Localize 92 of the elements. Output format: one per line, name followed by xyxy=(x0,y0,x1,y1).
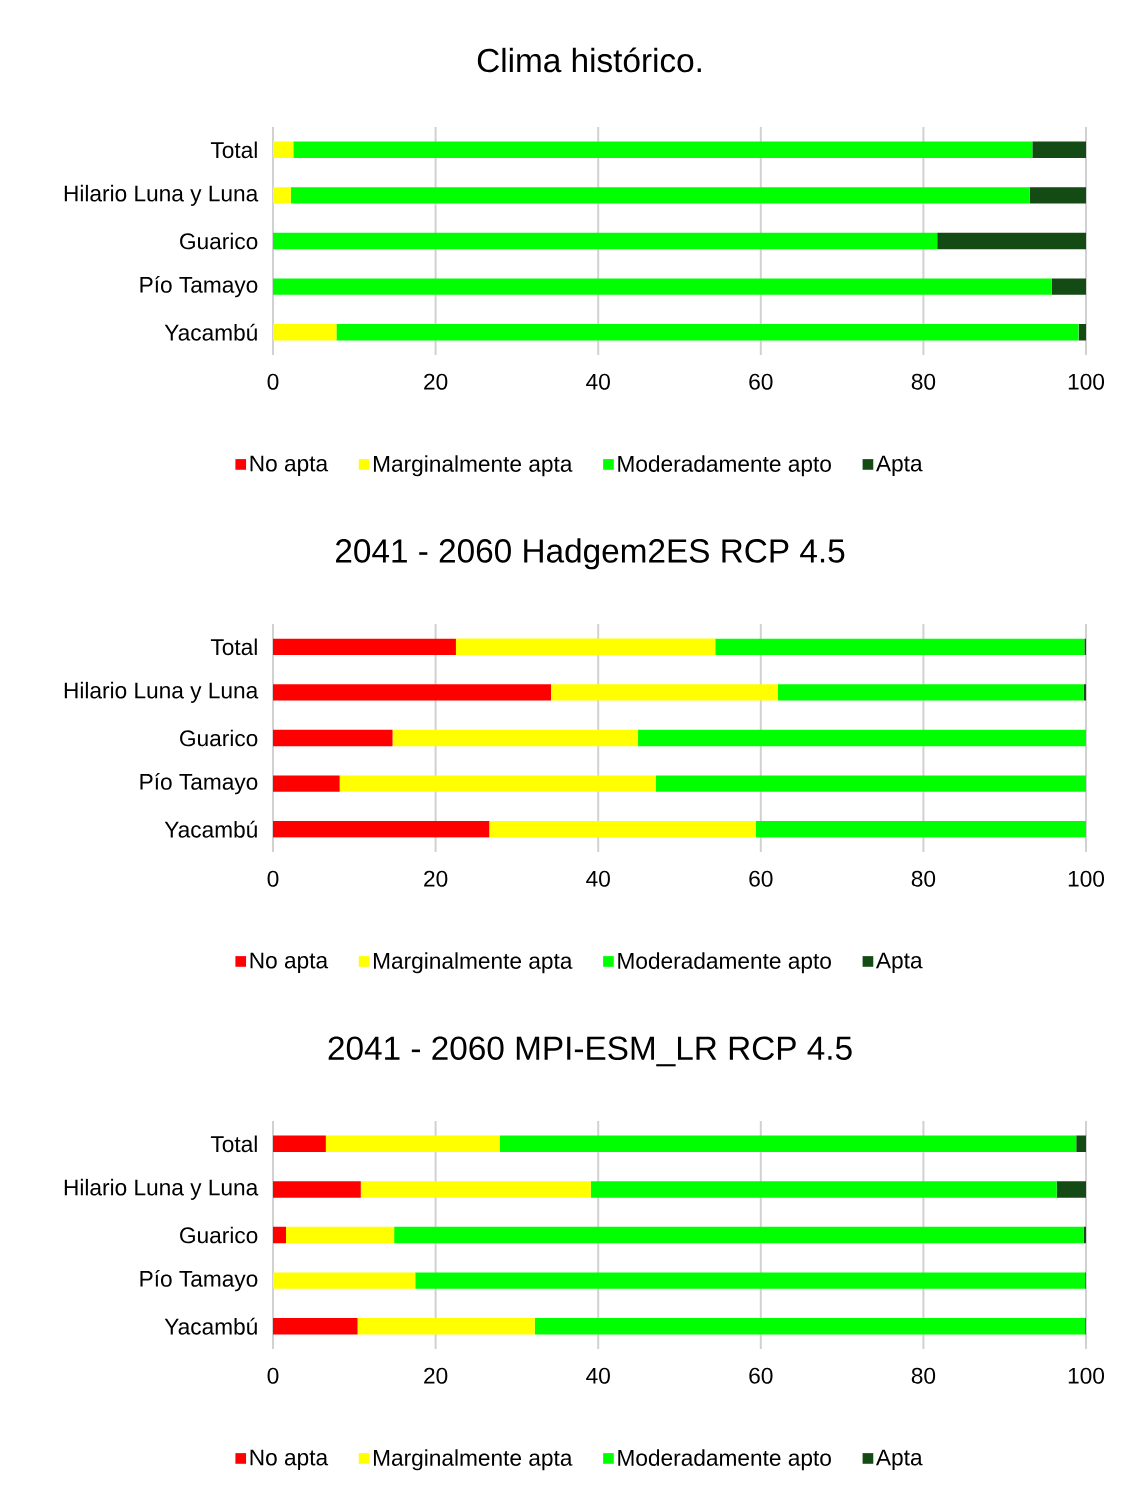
bar xyxy=(273,1318,358,1335)
chart-title: 2041 - 2060 MPI-ESM_LR RCP 4.5 xyxy=(328,1036,852,1067)
y-tick-label: Pío Tamayo xyxy=(140,275,258,298)
bar xyxy=(273,1226,287,1244)
legend-label: Apta xyxy=(875,952,923,973)
x-tick-label: 40 xyxy=(586,373,610,390)
x-tick-label: 0 xyxy=(267,373,279,390)
x-tick-label: 60 xyxy=(749,870,773,887)
y-tick-label: Total xyxy=(210,141,257,159)
y-tick-label: Pío Tamayo xyxy=(140,1269,258,1292)
y-tick-label: Pío Tamayo xyxy=(140,772,258,795)
bar xyxy=(499,1135,1077,1153)
bar xyxy=(273,141,294,159)
y-tick-label: Guarico xyxy=(180,729,258,747)
legend-label: Moderadamente apto xyxy=(618,952,831,974)
bar xyxy=(273,821,490,838)
bar xyxy=(360,1181,591,1198)
bar xyxy=(937,232,1086,250)
bar xyxy=(290,187,1030,204)
bar xyxy=(273,324,337,341)
bar xyxy=(1032,141,1086,159)
bar xyxy=(777,684,1084,701)
bar xyxy=(455,638,716,656)
bar xyxy=(1076,1135,1086,1153)
bar xyxy=(273,187,291,204)
bar xyxy=(394,1226,1084,1244)
bar xyxy=(273,1181,361,1198)
legend-label: Moderadamente apto xyxy=(618,1449,831,1471)
bar xyxy=(1056,1181,1086,1198)
legend-label: Marginalmente apta xyxy=(373,455,573,477)
legend-label: No apta xyxy=(250,1449,329,1470)
x-tick-label: 80 xyxy=(911,1367,936,1384)
bar xyxy=(1029,187,1086,204)
legend-label: No apta xyxy=(250,952,329,973)
bar xyxy=(715,638,1085,656)
bar xyxy=(489,821,756,838)
bar xyxy=(415,1272,1086,1289)
bar xyxy=(638,729,1086,747)
legend-label: Apta xyxy=(875,455,923,476)
x-tick-label: 100 xyxy=(1068,870,1105,887)
bar xyxy=(273,278,1052,295)
y-tick-label: Guarico xyxy=(180,232,258,250)
y-tick-label: Total xyxy=(210,638,257,656)
legend-label: Moderadamente apto xyxy=(618,455,831,477)
x-tick-label: 20 xyxy=(424,870,448,887)
legend-label: Marginalmente apta xyxy=(373,1449,573,1471)
bar xyxy=(590,1181,1057,1198)
x-tick-label: 20 xyxy=(424,373,448,390)
bar xyxy=(293,141,1033,159)
legend-label: Apta xyxy=(875,1449,923,1470)
bar xyxy=(357,1318,535,1335)
x-tick-label: 80 xyxy=(911,870,936,887)
bar xyxy=(273,232,938,250)
legend-label: No apta xyxy=(250,455,329,476)
y-tick-label: Hilario Luna y Luna xyxy=(64,184,259,206)
x-tick-label: 40 xyxy=(586,870,610,887)
y-tick-label: Yacambú xyxy=(164,1317,257,1335)
x-tick-label: 60 xyxy=(749,373,773,390)
x-tick-label: 40 xyxy=(586,1367,610,1384)
bar xyxy=(1051,278,1086,295)
x-tick-label: 100 xyxy=(1068,373,1105,390)
x-tick-label: 20 xyxy=(424,1367,448,1384)
bar xyxy=(286,1226,395,1244)
bar xyxy=(273,638,456,656)
bar xyxy=(273,729,393,747)
y-tick-label: Yacambú xyxy=(164,323,257,341)
bar xyxy=(655,775,1086,792)
y-tick-label: Yacambú xyxy=(164,820,257,838)
bar xyxy=(551,684,778,701)
bar xyxy=(336,324,1079,341)
legend-label: Marginalmente apta xyxy=(373,952,573,974)
bar xyxy=(273,1272,416,1289)
bar xyxy=(755,821,1086,838)
chart-title: 2041 - 2060 Hadgem2ES RCP 4.5 xyxy=(336,538,845,570)
x-tick-label: 60 xyxy=(749,1367,773,1384)
x-tick-label: 0 xyxy=(267,1367,279,1384)
bar xyxy=(1078,324,1086,341)
bar xyxy=(392,729,639,747)
bar xyxy=(534,1318,1086,1335)
y-tick-label: Total xyxy=(210,1135,257,1153)
y-tick-label: Guarico xyxy=(180,1226,258,1244)
y-tick-label: Hilario Luna y Luna xyxy=(64,1178,259,1200)
bar xyxy=(325,1135,500,1153)
bar xyxy=(273,1135,326,1153)
x-tick-label: 80 xyxy=(911,373,936,390)
bar xyxy=(339,775,656,792)
bar xyxy=(273,684,552,701)
chart-title: Clima histórico. xyxy=(477,47,701,73)
y-tick-label: Hilario Luna y Luna xyxy=(64,681,259,703)
bar xyxy=(273,775,340,792)
x-tick-label: 100 xyxy=(1068,1367,1105,1384)
x-tick-label: 0 xyxy=(267,870,279,887)
